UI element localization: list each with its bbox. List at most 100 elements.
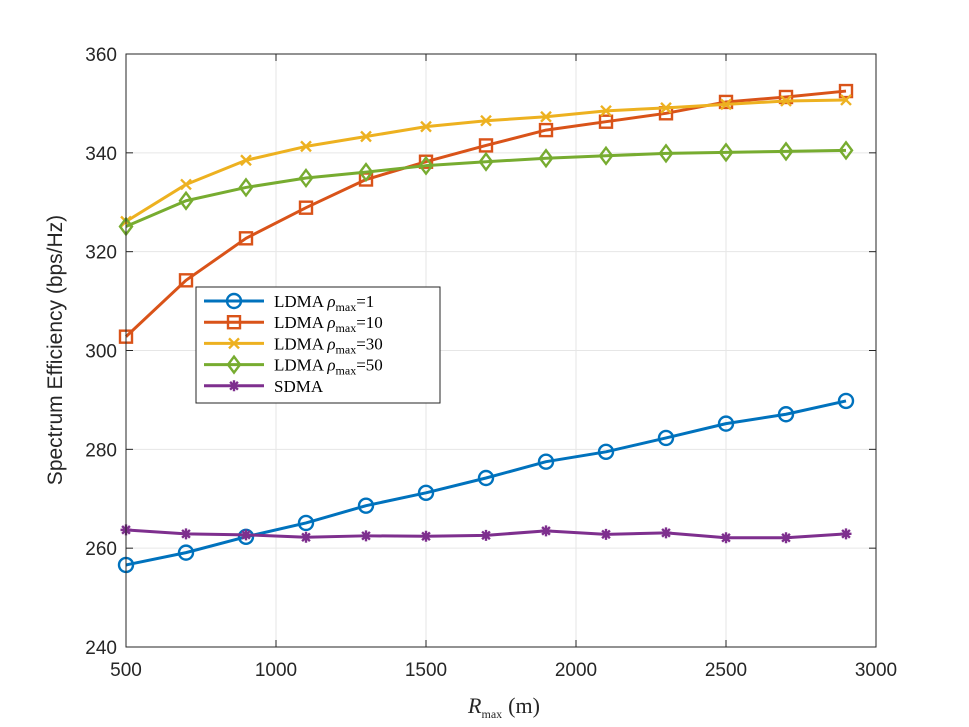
data-point-marker [540, 525, 552, 537]
data-point-marker [600, 528, 612, 540]
data-point-marker [537, 453, 555, 470]
data-point-marker [720, 532, 732, 544]
data-point-marker [777, 406, 795, 423]
data-point-marker [417, 484, 435, 502]
series-line [124, 89, 847, 338]
data-point-marker [660, 102, 672, 114]
data-point-marker [658, 143, 674, 164]
data-point-marker [178, 273, 194, 288]
legend-label-prefix: LDMA [274, 313, 327, 332]
y-tick-label: 280 [85, 440, 117, 461]
legend-marker [228, 380, 240, 392]
x-axis-label: Rmax (m) [467, 693, 540, 721]
data-point-marker [297, 514, 315, 532]
data-point-marker [300, 531, 312, 543]
legend-label: LDMA ρmax=10 [274, 313, 383, 335]
y-axis-label: Spectrum Efficiency (bps/Hz) [44, 215, 67, 485]
series-2 [118, 83, 854, 344]
legend-label-value: =50 [356, 356, 383, 375]
x-tick-label: 3000 [855, 660, 897, 681]
legend-label: LDMA ρmax=30 [274, 334, 383, 356]
data-point-marker [298, 200, 314, 215]
legend-label-value: =30 [356, 334, 383, 353]
data-point-marker [418, 155, 434, 176]
y-tick-label: 300 [85, 342, 117, 363]
legend-label-subscript: max [336, 364, 357, 378]
y-tick-label: 260 [85, 539, 117, 560]
legend-label-prefix: SDMA [274, 377, 324, 396]
data-point-marker [298, 168, 314, 189]
data-point-marker [360, 130, 372, 143]
y-tick-label: 240 [85, 638, 117, 659]
data-point-marker [840, 94, 852, 106]
data-point-marker [540, 110, 552, 123]
x-tick-label: 1000 [255, 660, 297, 681]
x-tick-label: 2000 [555, 660, 597, 681]
data-point-marker [778, 141, 794, 162]
data-point-marker [717, 415, 735, 432]
legend-label: LDMA ρmax=50 [274, 356, 383, 378]
legend-marker [226, 354, 242, 375]
data-point-marker [780, 95, 792, 107]
series-line [125, 148, 847, 228]
data-point-marker [780, 532, 792, 544]
legend-label-subscript: max [336, 321, 357, 335]
x-tick-label: 500 [110, 660, 142, 681]
legend-label-rho: ρ [326, 356, 335, 375]
data-point-marker [598, 145, 614, 166]
data-point-marker [480, 114, 492, 127]
legend-item: SDMA [204, 377, 324, 396]
legend-label: LDMA ρmax=1 [274, 292, 374, 314]
legend-label-rho: ρ [326, 334, 335, 353]
data-point-marker [180, 178, 192, 191]
data-point-marker [358, 162, 374, 183]
data-point-marker [660, 527, 672, 539]
legend-label: SDMA [274, 377, 324, 396]
axis-ticks: 500 1000 1500 2000 2500 3000 240 260 280 300 320 34… [85, 45, 897, 681]
data-point-marker [718, 142, 734, 163]
data-point-marker [480, 529, 492, 541]
legend-item: LDMA ρmax=30 [204, 334, 383, 356]
data-point-marker [177, 544, 195, 561]
series-3 [120, 94, 852, 228]
x-axis-label-subscript: max [482, 707, 503, 721]
legend-label-subscript: max [336, 342, 357, 356]
data-point-marker [838, 83, 854, 99]
data-point-marker [720, 98, 732, 111]
legend-label-value: =10 [356, 313, 383, 332]
legend-label-prefix: LDMA [274, 356, 327, 375]
data-point-marker [657, 429, 675, 447]
data-point-marker [178, 190, 194, 211]
legend-item: LDMA ρmax=10 [204, 313, 383, 335]
data-point-marker [477, 469, 495, 487]
x-tick-label: 2500 [705, 660, 747, 681]
data-point-marker [360, 530, 372, 542]
legend-label-subscript: max [336, 300, 357, 314]
y-tick-label: 360 [85, 45, 117, 66]
legend-label-rho: ρ [326, 292, 335, 311]
data-point-marker [778, 89, 794, 105]
data-point-marker [240, 529, 252, 541]
data-point-marker [838, 140, 854, 161]
legend-label-rho: ρ [326, 313, 335, 332]
legend-marker [228, 337, 240, 350]
legend-item: LDMA ρmax=1 [204, 292, 374, 314]
data-point-marker [238, 177, 254, 198]
series-layer [117, 83, 855, 574]
data-point-marker [420, 530, 432, 542]
data-point-marker [478, 151, 494, 172]
x-tick-label: 1500 [405, 660, 447, 681]
legend-item: LDMA ρmax=50 [204, 354, 383, 378]
data-point-marker [600, 104, 612, 117]
data-point-marker [180, 528, 192, 540]
legend-label-value: =1 [356, 292, 374, 311]
y-tick-label: 320 [85, 243, 117, 264]
data-point-marker [538, 122, 554, 138]
data-point-marker [538, 148, 554, 169]
data-point-marker [837, 392, 855, 410]
data-point-marker [718, 94, 734, 110]
data-point-marker [300, 140, 312, 153]
legend-marker [225, 292, 243, 310]
